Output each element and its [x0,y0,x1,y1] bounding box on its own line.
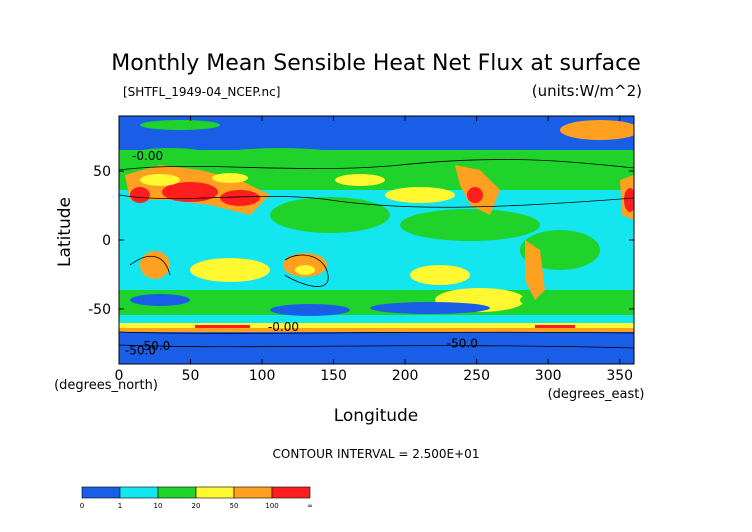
field-band-yellow-south [119,323,634,331]
colorbar-swatch [233,486,273,499]
colorbar-swatch [119,486,159,499]
contour-line [119,344,634,349]
field-blob [220,190,260,206]
x-tick-label: 200 [392,368,419,384]
y-axis-label: Latitude [55,197,75,267]
field-region-south-america [525,240,545,300]
contour-label: -50.0 [447,336,478,350]
field-blob [400,209,540,241]
field-blob [140,251,170,279]
field-blob [335,174,385,186]
contour-label: -50.0 [125,343,156,357]
field-blob [295,265,315,275]
field-coast-red [195,325,250,328]
field-blob [140,120,220,130]
x-tick-label: 250 [463,368,490,384]
field-antarctica [119,332,634,364]
file-subtitle: [SHTFL_1949-04_NCEP.nc] [123,85,280,99]
x-tick-label: 150 [320,368,347,384]
colorbar-swatch [271,486,311,499]
colorbar-label: 0 [80,502,84,510]
units-subtitle: (units:W/m^2) [532,82,642,100]
x-tick-label: 350 [606,368,633,384]
colorbar-label: 1 [118,502,122,510]
colorbar-label: ∞ [307,502,313,510]
field-blob [130,187,150,203]
field-blob [410,265,470,285]
x-unit-label: (degrees_east) [548,387,645,402]
y-tick-label: 0 [102,233,111,249]
y-tick-label: 50 [93,164,111,180]
x-tick-label: 100 [249,368,276,384]
contour-line [119,194,634,208]
field-blob [120,148,220,172]
colorbar-label: 20 [192,502,201,510]
field-blob [130,294,190,306]
y-unit-label: (degrees_north) [54,378,158,393]
colorbar-label: 50 [230,502,239,510]
x-tick-label: 300 [535,368,562,384]
contour-line [119,159,634,171]
field-blob [467,187,483,203]
field-blob [270,304,350,316]
map-field [119,116,634,364]
colorbar-swatch [195,486,235,499]
contour-line [129,255,171,276]
colorbar-swatch [157,486,197,499]
colorbar-label: 10 [154,502,163,510]
field-blob [190,258,270,282]
colorbar-swatch [81,486,121,499]
colorbar-label: 100 [265,502,278,510]
field-blob [140,174,180,186]
field-coast-red [535,325,575,328]
field-blob [370,302,490,314]
contour-label: -50.0 [139,339,170,353]
contour-label: -0.00 [132,149,163,163]
field-blob [270,197,390,233]
field-blob [450,150,550,170]
chart-title: Monthly Mean Sensible Heat Net Flux at s… [111,51,641,76]
contour-interval-note: CONTOUR INTERVAL = 2.500E+01 [273,447,480,461]
field-band-orange-south [119,328,634,332]
field-blob [212,173,248,183]
field-blob [210,148,350,168]
colorbar: 0 1 10 20 50 100 ∞ [80,486,313,510]
contour-label: -0.00 [268,320,299,334]
x-tick-label: 0 [115,368,124,384]
field-blob [385,187,455,203]
contour-line [284,254,329,287]
x-axis-label: Longitude [334,406,419,426]
x-tick-label: 50 [182,368,200,384]
contour-line [119,331,634,334]
y-tick-label: -50 [88,302,111,318]
field-blob [162,182,218,202]
field-blob [560,120,634,140]
field-blob [624,188,634,212]
